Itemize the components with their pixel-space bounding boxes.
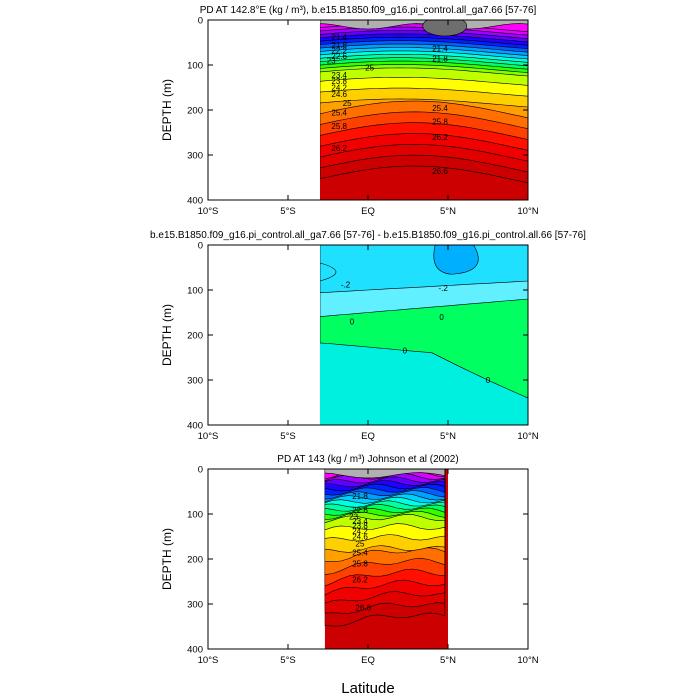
contour-label: 0 — [403, 346, 408, 355]
contour-label: 26.2 — [331, 144, 347, 153]
contour-label: 0 — [439, 313, 444, 322]
y-tick-label: 0 — [198, 16, 203, 27]
contour-label: 23.8 — [331, 77, 347, 86]
contour-label: 26.6 — [432, 167, 448, 176]
y-axis-label: DEPTH (m) — [160, 304, 174, 366]
contour-label: 21.8 — [331, 41, 347, 50]
x-tick-label: EQ — [361, 206, 375, 217]
y-tick-label: 200 — [187, 106, 203, 117]
y-tick-label: 100 — [187, 61, 203, 72]
y-tick-label: 300 — [187, 151, 203, 162]
contour-label: 24.2 — [331, 84, 347, 93]
y-tick-label: 100 — [187, 510, 203, 521]
y-tick-label: 200 — [187, 331, 203, 342]
contour-label: 21.8 — [352, 492, 368, 501]
contour-label: 26.2 — [352, 575, 368, 584]
contour-label: 25 — [356, 539, 365, 548]
x-tick-label: EQ — [361, 431, 375, 442]
contour-label: 23.4 — [331, 71, 347, 80]
y-tick-label: 300 — [187, 600, 203, 611]
contour-label: 23.8 — [352, 522, 368, 531]
contour-label: 26.2 — [432, 133, 448, 142]
contour-label: 22.6 — [352, 506, 368, 515]
contour-label: 25.4 — [432, 104, 448, 113]
contour-label: 25.4 — [331, 109, 347, 118]
x-tick-label: 10°N — [517, 206, 538, 217]
chart-panel-2: b.e15.B1850.f09_g16.pi_control.all_ga7.6… — [150, 230, 586, 442]
y-tick-label: 400 — [187, 421, 203, 432]
contour-label: 26.6 — [355, 604, 371, 613]
chart-panel-1: PD AT 142.8°E (kg / m³), b.e15.B1850.f09… — [160, 5, 539, 217]
negative-anomaly-patch — [433, 245, 479, 275]
contour-label: 25.8 — [352, 560, 368, 569]
y-axis-label: DEPTH (m) — [160, 79, 174, 141]
chart-title: b.e15.B1850.f09_g16.pi_control.all_ga7.6… — [150, 230, 586, 241]
chart-title: PD AT 142.8°E (kg / m³), b.e15.B1850.f09… — [200, 5, 537, 16]
x-tick-label: 5°N — [440, 655, 456, 666]
x-tick-label: 5°N — [440, 431, 456, 442]
contour-label: 22.6 — [331, 52, 347, 61]
contour-label: 25.4 — [352, 548, 368, 557]
contour-label: 25.8 — [432, 118, 448, 127]
contour-label: 21.4 — [331, 33, 347, 42]
contour-label: 23 — [327, 57, 336, 66]
x-tick-label: 10°S — [198, 431, 219, 442]
contour-label: 23.4 — [352, 517, 368, 526]
x-tick-label: 5°S — [280, 206, 295, 217]
contour-label: 25 — [343, 99, 352, 108]
contour-label: 22.2 — [331, 47, 347, 56]
x-tick-label: 5°S — [280, 655, 295, 666]
contour-fill — [320, 245, 528, 425]
contour-fill — [320, 20, 528, 200]
y-tick-label: 400 — [187, 196, 203, 207]
surface-band — [324, 469, 446, 479]
y-tick-label: 400 — [187, 645, 203, 656]
contour-label: 24.6 — [352, 533, 368, 542]
contour-label: 25 — [365, 63, 374, 72]
y-tick-label: 300 — [187, 376, 203, 387]
x-axis-label: Latitude — [341, 680, 394, 697]
y-tick-label: 0 — [198, 241, 203, 252]
x-tick-label: 5°N — [440, 206, 456, 217]
contour-label: 21.8 — [432, 55, 448, 64]
x-tick-label: 10°S — [198, 655, 219, 666]
y-tick-label: 200 — [187, 555, 203, 566]
contour-label: 24.6 — [331, 90, 347, 99]
x-tick-label: 5°S — [280, 431, 295, 442]
x-tick-label: EQ — [361, 655, 375, 666]
contour-line — [320, 262, 337, 282]
chart-panel-3: PD AT 143 (kg / m³) Johnson et al (2002)… — [160, 454, 539, 666]
y-tick-label: 100 — [187, 286, 203, 297]
contour-label: -.2 — [341, 281, 351, 290]
contour-label: 24.2 — [352, 527, 368, 536]
x-tick-label: 10°S — [198, 206, 219, 217]
chart-title: PD AT 143 (kg / m³) Johnson et al (2002) — [277, 454, 458, 465]
x-tick-label: 10°N — [517, 431, 538, 442]
contour-label: 0 — [486, 376, 491, 385]
contour-label: 25.8 — [331, 122, 347, 131]
lightest-water-patch — [422, 20, 468, 37]
x-tick-label: 10°N — [517, 655, 538, 666]
y-axis-label: DEPTH (m) — [160, 528, 174, 590]
contour-fill — [324, 469, 448, 649]
contour-label: 0 — [350, 318, 355, 327]
contour-label: -.2 — [439, 284, 449, 293]
contour-label: 23 — [349, 512, 358, 521]
contour-label: 21.4 — [432, 44, 448, 53]
y-tick-label: 0 — [198, 465, 203, 476]
